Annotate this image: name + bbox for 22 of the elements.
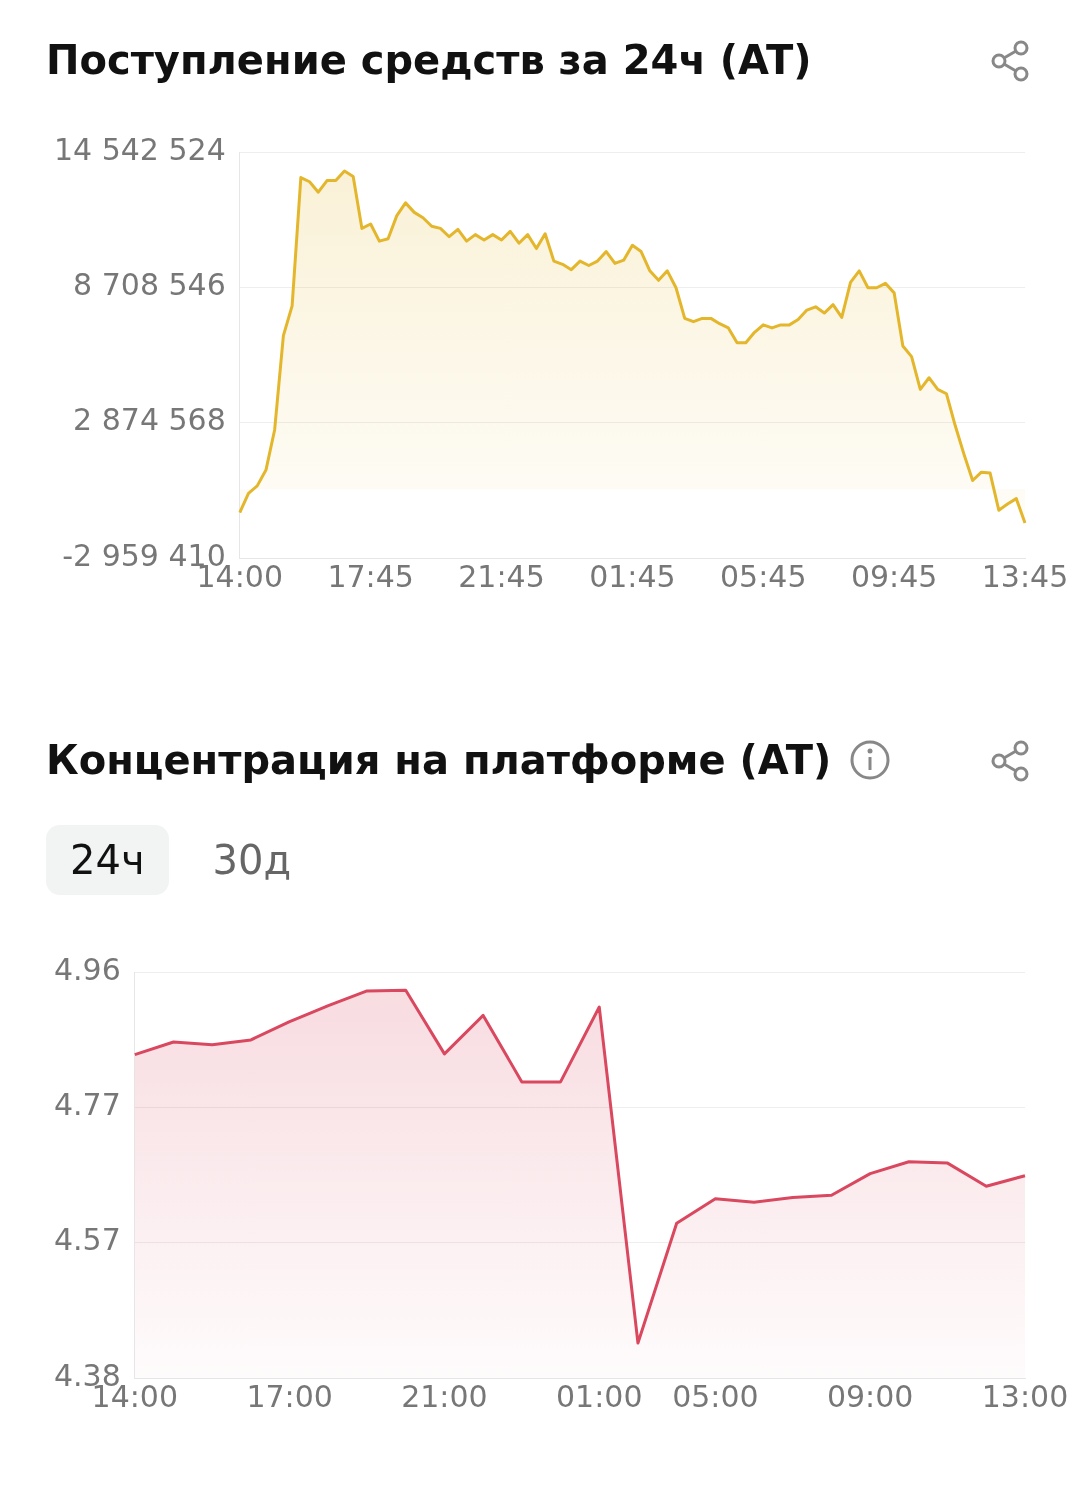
x-tick-label: 21:45: [458, 558, 545, 594]
x-tick-label: 01:45: [589, 558, 676, 594]
text: 30д: [211, 836, 293, 885]
y-tick-label: 4.96: [54, 951, 121, 987]
x-tick-label: 17:00: [246, 1378, 333, 1414]
y-tick-label: 4.77: [54, 1087, 121, 1123]
y-tick-label: 4.57: [54, 1222, 121, 1258]
chart-title: Концентрация на платформе (AT): [46, 737, 832, 783]
y-tick-label: 2 874 568: [73, 402, 226, 438]
x-tick-label: 01:00: [556, 1378, 643, 1414]
x-tick-label: 05:45: [720, 558, 807, 594]
x-tick-label: 21:00: [401, 1378, 488, 1414]
text: 24ч: [46, 825, 169, 895]
x-tick-label: 13:45: [981, 558, 1069, 594]
x-tick-label: 17:45: [327, 558, 414, 594]
x-tick-label: 05:00: [672, 1378, 759, 1414]
x-tick-label: 09:45: [850, 558, 938, 594]
x-tick-label: 13:00: [981, 1378, 1069, 1414]
chart-title: Поступление средств за 24ч (AT): [46, 37, 812, 83]
y-tick-label: 14 542 524: [53, 131, 226, 167]
x-tick-label: 09:00: [826, 1378, 914, 1414]
y-tick-label: 8 708 546: [73, 267, 226, 303]
